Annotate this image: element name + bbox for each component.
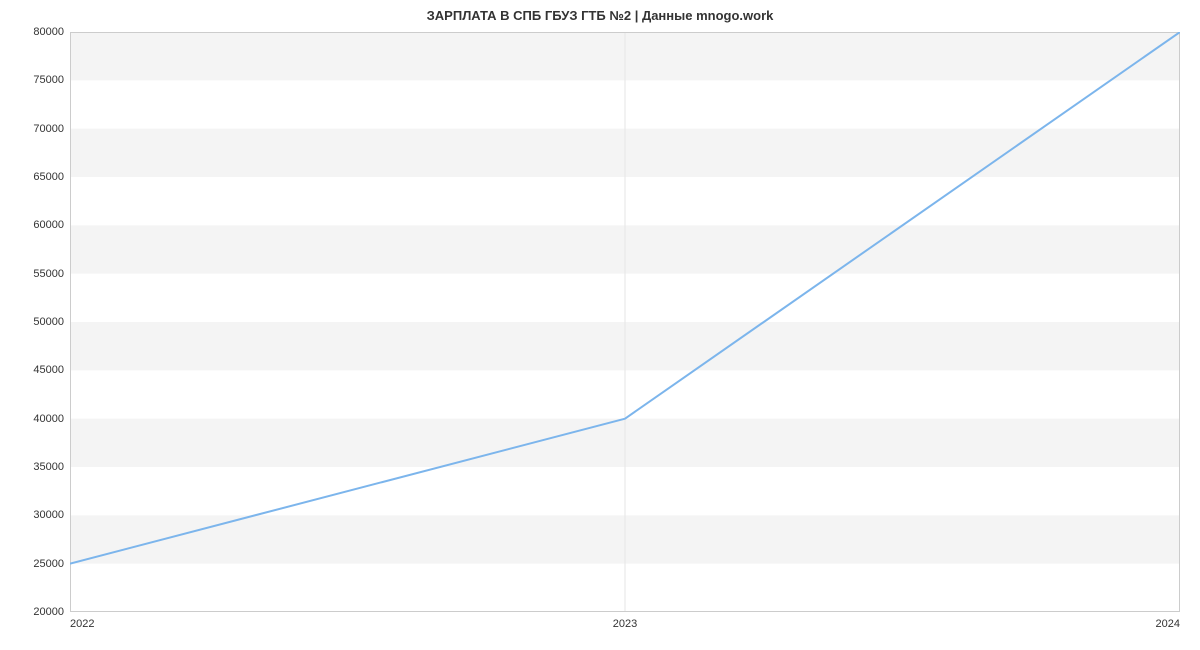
- y-tick-label: 30000: [33, 509, 70, 521]
- y-tick-label: 50000: [33, 316, 70, 328]
- plot-svg: [70, 32, 1180, 612]
- salary-line-chart: ЗАРПЛАТА В СПБ ГБУЗ ГТБ №2 | Данные mnog…: [0, 0, 1200, 650]
- y-tick-label: 45000: [33, 364, 70, 376]
- y-tick-label: 40000: [33, 413, 70, 425]
- y-tick-label: 60000: [33, 219, 70, 231]
- y-tick-label: 70000: [33, 123, 70, 135]
- plot-area: 2000025000300003500040000450005000055000…: [70, 32, 1180, 612]
- y-tick-label: 35000: [33, 461, 70, 473]
- y-tick-label: 65000: [33, 171, 70, 183]
- y-tick-label: 25000: [33, 558, 70, 570]
- y-tick-label: 80000: [33, 26, 70, 38]
- x-tick-label: 2024: [1156, 612, 1180, 630]
- chart-title: ЗАРПЛАТА В СПБ ГБУЗ ГТБ №2 | Данные mnog…: [0, 8, 1200, 23]
- y-tick-label: 20000: [33, 606, 70, 618]
- y-tick-label: 55000: [33, 268, 70, 280]
- y-tick-label: 75000: [33, 74, 70, 86]
- x-tick-label: 2022: [70, 612, 94, 630]
- x-tick-label: 2023: [613, 612, 637, 630]
